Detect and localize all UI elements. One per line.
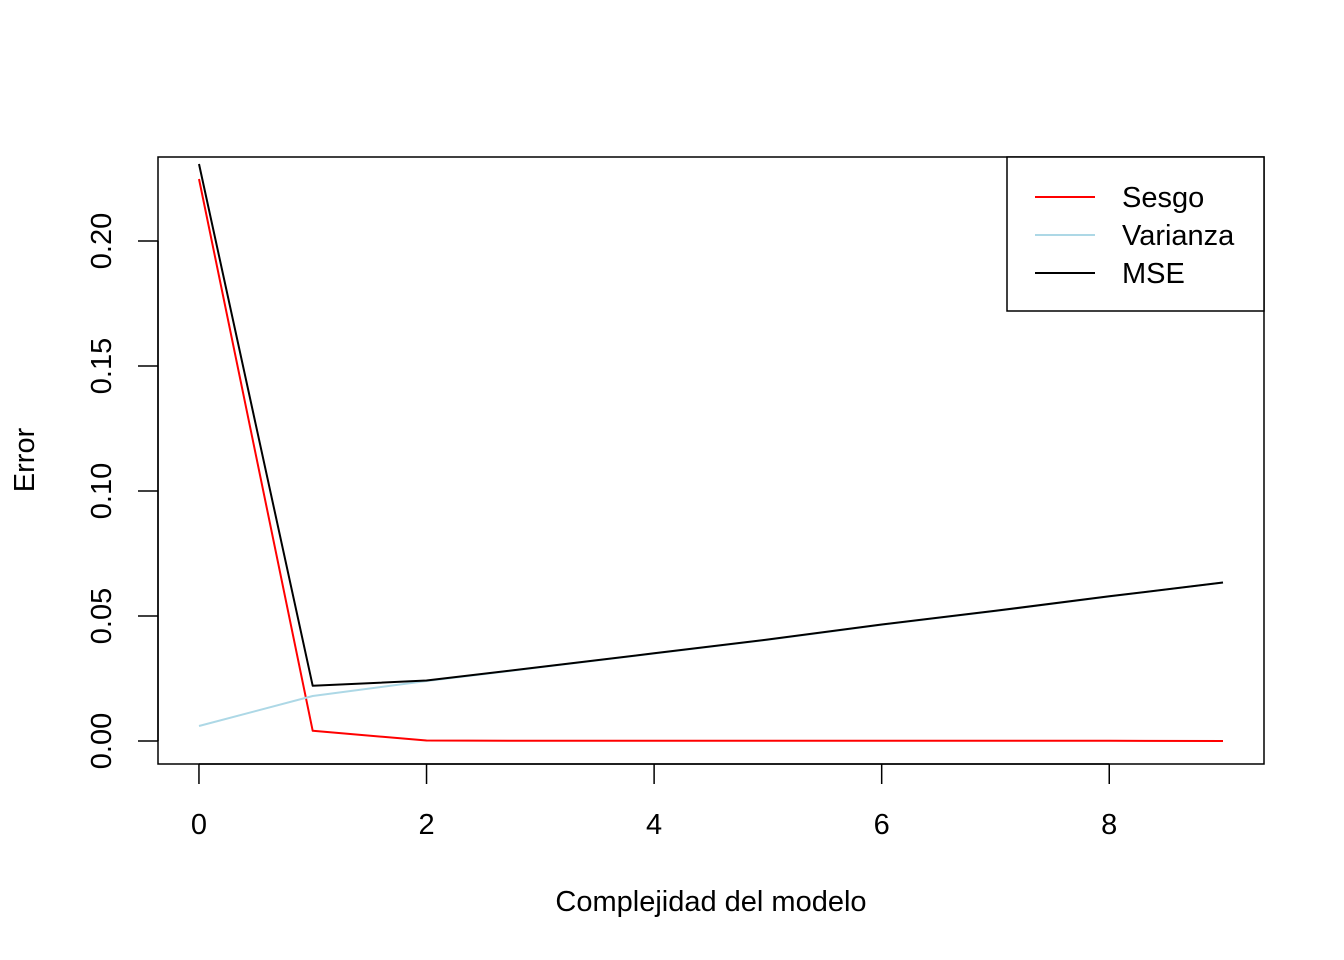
y-axis-label: Error bbox=[9, 427, 41, 492]
x-tick-label: 0 bbox=[191, 809, 207, 841]
y-tick-label: 0.20 bbox=[86, 213, 118, 269]
legend-label-mse: MSE bbox=[1122, 258, 1185, 290]
series-line-mse bbox=[198, 163, 1224, 687]
legend-label-sesgo: Sesgo bbox=[1122, 182, 1204, 214]
y-tick-label: 0.15 bbox=[86, 338, 118, 394]
series-line-sesgo bbox=[198, 178, 1224, 742]
y-tick-label: 0.10 bbox=[86, 463, 118, 519]
legend: Sesgo Varianza MSE bbox=[1006, 156, 1265, 312]
x-tick-label: 2 bbox=[418, 809, 434, 841]
y-tick-label: 0.05 bbox=[86, 588, 118, 644]
x-tick-label: 4 bbox=[646, 809, 662, 841]
series-line-varianza bbox=[198, 581, 1224, 727]
series-layer bbox=[198, 163, 1224, 742]
x-tick-label: 6 bbox=[874, 809, 890, 841]
x-tick-label: 8 bbox=[1101, 809, 1117, 841]
x-axis: 0 2 4 6 8 bbox=[191, 763, 1117, 841]
y-axis: 0.00 0.05 0.10 0.15 0.20 bbox=[86, 213, 159, 769]
x-axis-label: Complejidad del modelo bbox=[555, 886, 866, 918]
legend-label-varianza: Varianza bbox=[1122, 220, 1235, 252]
y-tick-label: 0.00 bbox=[86, 713, 118, 769]
